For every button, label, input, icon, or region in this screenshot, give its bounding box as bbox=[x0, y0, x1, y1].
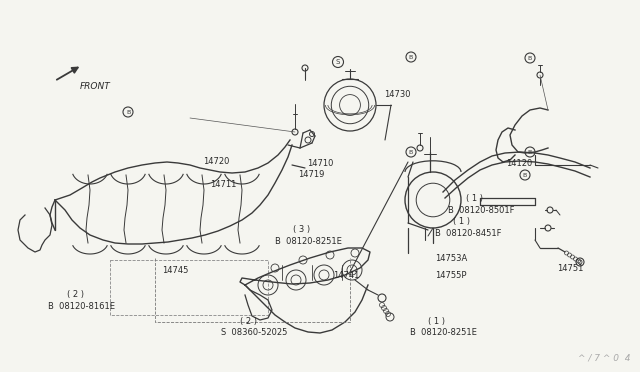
Text: ( 3 ): ( 3 ) bbox=[293, 225, 310, 234]
Text: B  08120-8251E: B 08120-8251E bbox=[275, 237, 342, 246]
Text: 14720: 14720 bbox=[203, 157, 229, 166]
Text: B  08120-8251E: B 08120-8251E bbox=[410, 328, 476, 337]
Text: B  08120-8161E: B 08120-8161E bbox=[48, 302, 115, 311]
Text: B: B bbox=[126, 109, 130, 115]
Text: 14755P: 14755P bbox=[435, 271, 467, 280]
Text: 14711: 14711 bbox=[211, 180, 237, 189]
Text: ( 2 ): ( 2 ) bbox=[67, 291, 84, 299]
Text: 14730: 14730 bbox=[384, 90, 410, 99]
Text: 14710: 14710 bbox=[307, 159, 333, 168]
Text: B: B bbox=[528, 150, 532, 154]
Text: 14751: 14751 bbox=[557, 264, 583, 273]
Text: B: B bbox=[409, 55, 413, 60]
Text: 14745: 14745 bbox=[163, 266, 189, 275]
Text: 14120: 14120 bbox=[506, 159, 532, 168]
Text: ( 1 ): ( 1 ) bbox=[466, 194, 483, 203]
Text: FRONT: FRONT bbox=[80, 82, 111, 91]
Text: B  08120-8451F: B 08120-8451F bbox=[435, 229, 502, 238]
Text: 14753A: 14753A bbox=[435, 254, 467, 263]
Text: ( 2 ): ( 2 ) bbox=[240, 317, 257, 326]
Text: B: B bbox=[409, 150, 413, 154]
Text: S  08360-52025: S 08360-52025 bbox=[221, 328, 287, 337]
Text: 14719: 14719 bbox=[298, 170, 324, 179]
Text: S: S bbox=[336, 59, 340, 65]
Text: 14741: 14741 bbox=[333, 271, 359, 280]
Text: ( 1 ): ( 1 ) bbox=[453, 217, 470, 226]
Text: ^ / 7 ^ 0  4: ^ / 7 ^ 0 4 bbox=[578, 354, 630, 363]
Text: B: B bbox=[523, 173, 527, 177]
Text: B: B bbox=[528, 55, 532, 61]
Text: ( 1 ): ( 1 ) bbox=[428, 317, 445, 326]
Text: B  08120-8501F: B 08120-8501F bbox=[448, 206, 515, 215]
